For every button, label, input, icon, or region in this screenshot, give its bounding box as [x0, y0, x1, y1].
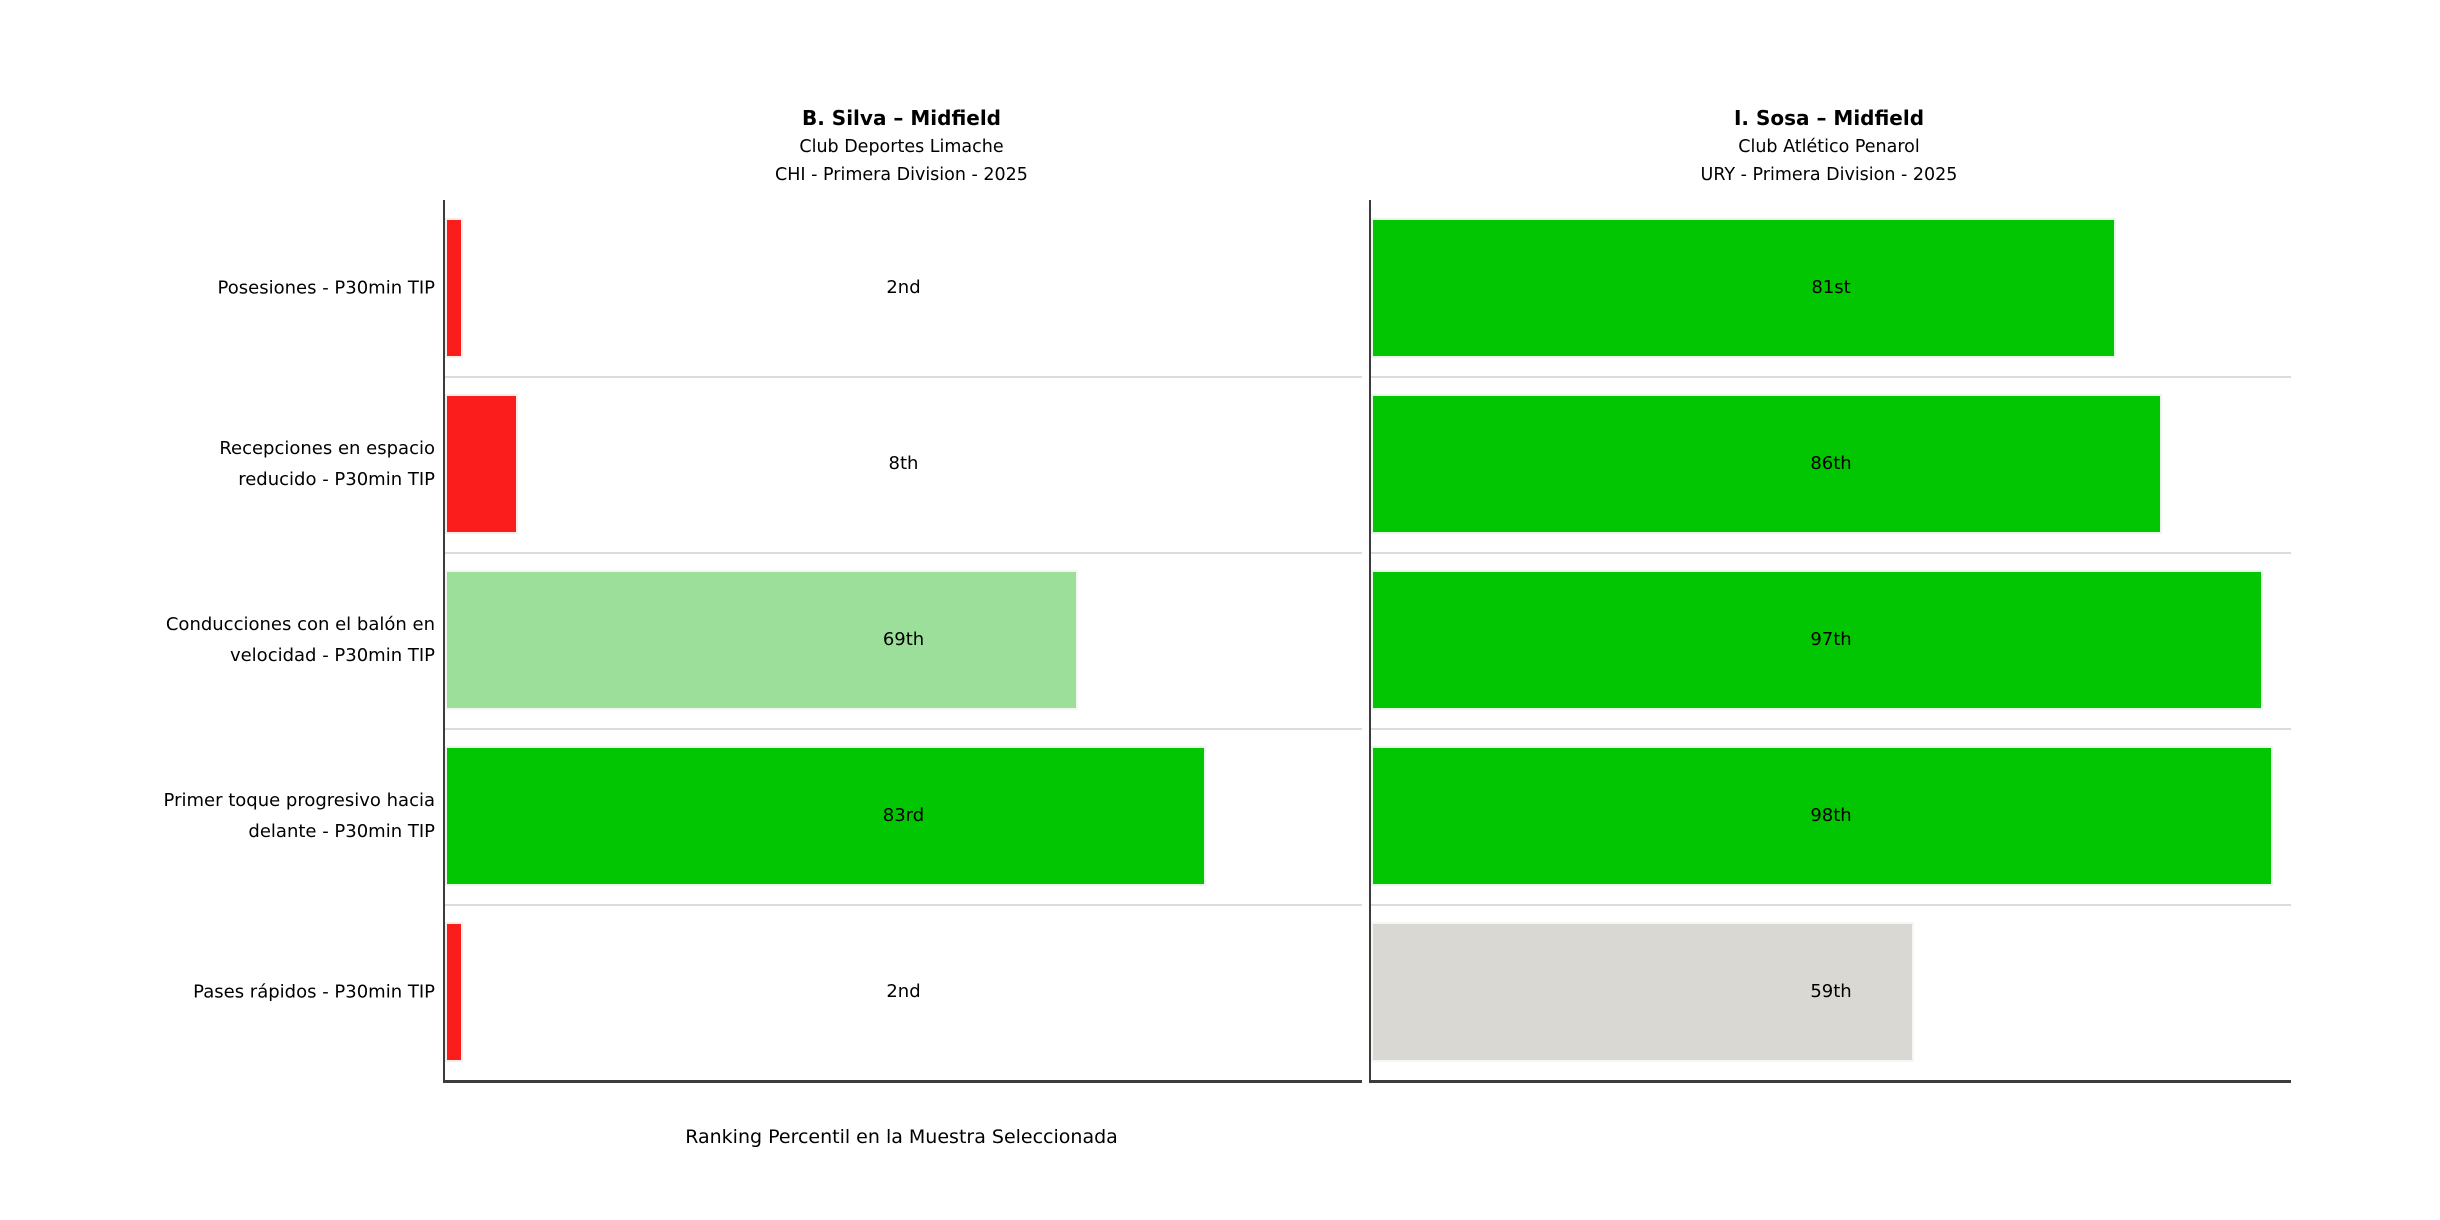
- bar-row: 8th: [445, 376, 1362, 552]
- bar-value-label: 98th: [1810, 805, 1852, 826]
- right-plot-area: 81st 86th 97th 98th 59th: [1369, 200, 2291, 1083]
- right-panel-league-subtitle: URY - Primera Division - 2025: [1700, 165, 1958, 185]
- bar-row: 59th: [1371, 904, 2291, 1080]
- bar-value-label: 69th: [882, 629, 925, 650]
- percentile-bar: [1371, 218, 2117, 358]
- right-panel-title-block: I. Sosa – Midfield Club Atlético Penarol…: [1369, 104, 2289, 189]
- right-panel-player-title: I. Sosa – Midfield: [1733, 106, 1925, 130]
- bar-value-label: 97th: [1810, 629, 1852, 650]
- bar-row: 69th: [445, 552, 1362, 728]
- row-separator: [445, 728, 1362, 730]
- left-plot-area: 2nd 8th 69th 83rd 2nd: [443, 200, 1362, 1083]
- percentile-bar: [1371, 922, 1914, 1062]
- bar-value-label: 59th: [1810, 981, 1852, 1002]
- bar-value-label: 2nd: [886, 981, 921, 1002]
- percentile-bar: [445, 746, 1207, 886]
- category-axis-labels: Posesiones - P30min TIP Recepciones en e…: [0, 200, 443, 1080]
- bar-row: 2nd: [445, 200, 1362, 376]
- row-separator: [1371, 552, 2291, 554]
- bar-value-label: 83rd: [882, 805, 925, 826]
- x-axis-label: Ranking Percentil en la Muestra Seleccio…: [685, 1126, 1118, 1148]
- bar-value-label: 8th: [888, 453, 919, 474]
- category-label: Conducciones con el balón en velocidad -…: [165, 614, 435, 666]
- left-panel-player-title: B. Silva – Midfield: [801, 106, 1001, 130]
- row-separator: [1371, 904, 2291, 906]
- left-panel-title-block: B. Silva – Midfield Club Deportes Limach…: [443, 104, 1360, 189]
- row-separator: [445, 904, 1362, 906]
- percentile-bar: [445, 394, 519, 534]
- bar-row: 2nd: [445, 904, 1362, 1080]
- bar-value-label: 81st: [1811, 277, 1851, 298]
- category-label: Primer toque progresivo hacia delante - …: [163, 790, 435, 842]
- bar-row: 97th: [1371, 552, 2291, 728]
- left-panel-league-subtitle: CHI - Primera Division - 2025: [775, 165, 1028, 185]
- bar-row: 83rd: [445, 728, 1362, 904]
- percentile-bar: [445, 922, 464, 1062]
- category-label: Pases rápidos - P30min TIP: [193, 981, 435, 1003]
- bar-row: 98th: [1371, 728, 2291, 904]
- row-separator: [445, 552, 1362, 554]
- left-panel-club-subtitle: Club Deportes Limache: [799, 137, 1004, 157]
- percentile-bar: [445, 570, 1078, 710]
- bar-row: 86th: [1371, 376, 2291, 552]
- percentile-bar: [1371, 394, 2163, 534]
- bar-value-label: 86th: [1810, 453, 1852, 474]
- bar-row: 81st: [1371, 200, 2291, 376]
- row-separator: [1371, 376, 2291, 378]
- row-separator: [445, 376, 1362, 378]
- right-panel-club-subtitle: Club Atlético Penarol: [1738, 137, 1920, 157]
- bar-value-label: 2nd: [886, 277, 921, 298]
- row-separator: [1371, 728, 2291, 730]
- percentile-bar: [1371, 570, 2264, 710]
- percentile-bar: [445, 218, 464, 358]
- percentile-bar: [1371, 746, 2273, 886]
- category-label: Posesiones - P30min TIP: [217, 277, 435, 299]
- category-label: Recepciones en espacio reducido - P30min…: [219, 438, 435, 490]
